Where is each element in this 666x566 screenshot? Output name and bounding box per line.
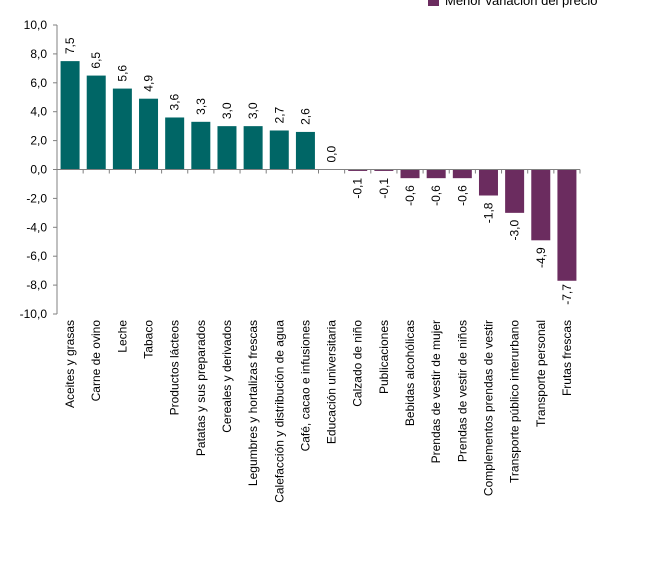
category-label: Prendas de vestir de niños <box>455 320 469 462</box>
bars <box>60 61 577 281</box>
category-label: Tabaco <box>142 320 156 359</box>
data-label: -0,6 <box>429 185 443 206</box>
bar <box>295 131 315 170</box>
data-label: -7,7 <box>560 284 574 305</box>
y-tick-label: 4,0 <box>30 105 47 119</box>
bar <box>191 121 211 170</box>
bar <box>112 88 132 170</box>
category-label: Transporte personal <box>534 320 548 427</box>
data-label: -4,9 <box>534 247 548 268</box>
y-tick-label: 10,0 <box>24 18 48 32</box>
bar <box>452 169 472 179</box>
bar <box>139 98 159 170</box>
category-label: Calzado de niño <box>351 320 365 407</box>
y-tick-label: -2,0 <box>26 191 47 205</box>
category-label: Complementos prendas de vestir <box>481 320 495 496</box>
data-label: -3,0 <box>508 220 522 241</box>
y-tick-label: -8,0 <box>26 278 47 292</box>
data-label: -0,1 <box>377 178 391 199</box>
y-tick-label: 2,0 <box>30 134 47 148</box>
data-label: -0,6 <box>455 185 469 206</box>
bar <box>557 169 577 281</box>
data-label: 4,9 <box>142 75 156 92</box>
y-tick-label: 8,0 <box>30 47 47 61</box>
bar <box>60 61 80 170</box>
data-label: 3,0 <box>220 102 234 119</box>
y-tick-label: -4,0 <box>26 220 47 234</box>
bar <box>348 169 368 171</box>
data-label: 0,0 <box>325 145 339 162</box>
bar <box>478 169 498 196</box>
data-label: 3,6 <box>168 93 182 110</box>
category-label: Educación universitaria <box>325 320 339 444</box>
category-labels: Aceites y grasas Carne de ovino Leche Tabac… <box>63 320 574 503</box>
y-tick-label: -10,0 <box>20 307 48 321</box>
legend-swatch <box>428 0 439 6</box>
data-label: 7,5 <box>63 37 77 54</box>
data-label: -1,8 <box>481 202 495 223</box>
bar <box>400 169 420 179</box>
data-label: 5,6 <box>115 65 129 82</box>
data-label: -0,6 <box>403 185 417 206</box>
bar <box>269 130 289 170</box>
category-label: Frutas frescas <box>560 320 574 396</box>
y-tick-label: 0,0 <box>30 163 47 177</box>
category-label: Publicaciones <box>377 320 391 394</box>
category-label: Legumbres y hortalizas frescas <box>246 320 260 486</box>
legend-label: Menor variación del precio <box>445 0 597 8</box>
y-axis: 10,0 8,0 6,0 4,0 2,0 0,0 -2,0 -4,0 -6,0 -8,0 -10,0 <box>20 18 58 321</box>
category-label: Productos lácteos <box>168 320 182 415</box>
category-label: Aceites y grasas <box>63 320 77 408</box>
bar <box>531 169 551 241</box>
category-label: Café, cacao e infusiones <box>298 320 312 451</box>
y-tick-label: 6,0 <box>30 76 47 90</box>
data-labels: 7,5 6,5 5,6 4,9 3,6 3,3 3,0 3,0 2,7 2,6 0,0 -0,1 -0,… <box>63 37 574 305</box>
category-label: Bebidas alcohólicas <box>403 320 417 426</box>
category-label: Calefacción y distribución de agua <box>272 320 286 503</box>
category-label: Patatas y sus preparados <box>194 320 208 456</box>
data-label: -0,1 <box>351 178 365 199</box>
category-label: Prendas de vestir de mujer <box>429 320 443 463</box>
data-label: 2,7 <box>272 106 286 123</box>
bar <box>374 169 394 171</box>
bar <box>86 75 106 170</box>
legend: Menor variación del precio <box>428 0 597 8</box>
category-label: Cereales y derivados <box>220 320 234 433</box>
data-label: 6,5 <box>89 52 103 69</box>
bar <box>505 169 525 213</box>
bar <box>165 117 185 170</box>
category-label: Leche <box>115 320 129 353</box>
bar <box>217 126 237 170</box>
bar <box>426 169 446 179</box>
category-label: Carne de ovino <box>89 320 103 402</box>
data-label: 2,6 <box>298 108 312 125</box>
x-axis <box>57 169 581 174</box>
data-label: 3,0 <box>246 102 260 119</box>
y-tick-label: -6,0 <box>26 249 47 263</box>
bar <box>243 126 263 170</box>
category-label: Transporte público interurbano <box>508 320 522 483</box>
data-label: 3,3 <box>194 98 208 115</box>
